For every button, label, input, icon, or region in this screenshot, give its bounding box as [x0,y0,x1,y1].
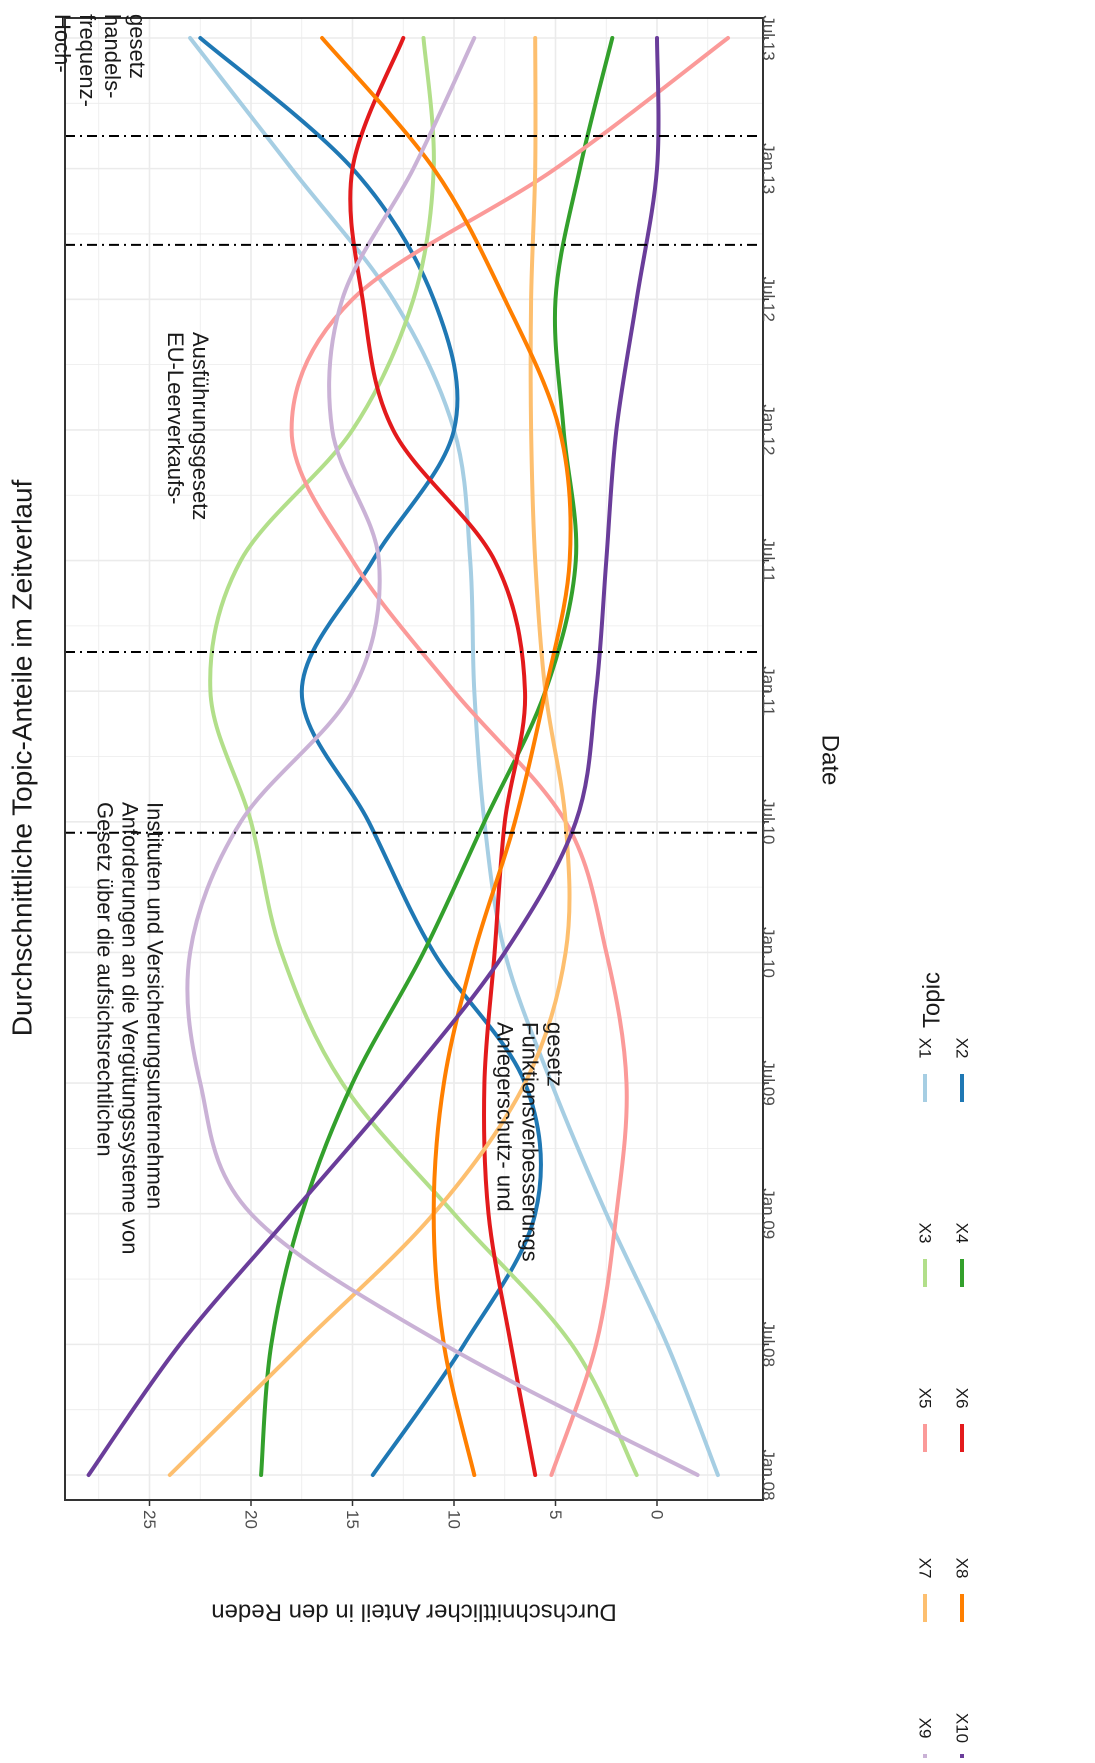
series-line-x5 [289,36,730,1477]
event-label-2-line-3: gesetz [543,1022,568,1087]
legend-label-x7: X7 [916,1558,935,1579]
x-tick-label: Jan.10 [759,927,778,978]
event-label-1-line-2: Anforderungen an die Vergütungssysteme v… [118,802,143,1255]
legend-label-x6: X6 [953,1388,972,1409]
legend-label-x10: X10 [953,1713,972,1743]
x-axis-ticks: Jan.08 Jul.08 Jan.09 Jul.09 Jan.10 Jul.10 Jan.… [759,15,778,1500]
event-label-2-line-1: Anlegerschutz- und [493,1022,518,1212]
series-line-x7 [167,36,572,1477]
grid [65,18,763,1500]
x-axis-title: Date [817,735,844,786]
y-tick-label: 10 [445,1510,464,1529]
series-line-x4 [259,36,615,1477]
legend-label-x2: X2 [953,1038,972,1059]
x-tick-label: Jan.11 [759,666,778,716]
chart-title: Durchschnittliche Topic-Anteile im Zeitv… [7,479,38,1036]
event-label-4-line-1: Hoch- [50,14,75,73]
series-line-x8 [320,36,573,1477]
series-lines [86,36,730,1477]
x-tick-label: Jul.11 [759,538,778,582]
x-tick-label: Jul.12 [759,277,778,322]
event-label-3-line-2: Ausführungsgesetz [188,332,213,520]
event-lines [65,134,763,834]
event-label-4-line-2: frequenz- [75,14,100,107]
y-tick-label: 20 [242,1510,261,1529]
x-tick-label: Jul.13 [759,15,778,60]
series-line-x6 [348,36,538,1477]
y-axis-title: Durchschnittlicher Anteil in den Reden [211,1599,617,1626]
series-line-x9 [185,36,700,1477]
x-tick-label: Jul.10 [759,799,778,844]
legend-label-x9: X9 [916,1718,935,1739]
y-tick-label: 25 [140,1510,159,1529]
y-tick-label: 0 [648,1510,667,1519]
event-label-2-line-2: Funktionsverbesserungs [518,1022,543,1262]
legend-label-x1: X1 [916,1038,935,1059]
x-tick-label: Jan.09 [759,1188,778,1239]
event-label-1-line-1: Gesetz über die aufsichtsrechtlichen [93,802,118,1157]
legend-label-x5: X5 [916,1388,935,1409]
y-axis-ticks: 0 5 10 15 20 25 [140,1500,667,1529]
event-label-3-line-1: EU-Leerverkaufs- [163,332,188,504]
x-tick-label: Jan.13 [759,143,778,194]
legend-label-x4: X4 [953,1223,972,1244]
legend-label-x3: X3 [916,1223,935,1244]
x-tick-label: Jul.08 [759,1322,778,1367]
legend: Topic X1 X2 X3 X4 X5 X6 X7 X8 X9 X10 [916,972,972,1763]
plot-panel-border [64,17,764,1501]
legend-label-x8: X8 [953,1558,972,1579]
x-tick-label: Jan.08 [759,1449,778,1500]
y-tick-label: 15 [343,1510,362,1529]
event-annotations: Gesetz über die aufsichtsrechtlichen Anfo… [50,14,568,1262]
legend-title: Topic [919,972,946,1028]
event-label-4-line-3: handels- [100,14,125,98]
x-tick-label: Jan.12 [759,404,778,455]
y-tick-label: 5 [546,1510,565,1519]
series-line-x10 [86,36,661,1477]
series-line-x2 [198,36,543,1477]
event-label-4-line-4: gesetz [125,14,150,79]
series-line-x3 [208,36,639,1477]
x-tick-label: Jul.09 [759,1060,778,1105]
event-label-1-line-3: Instituten und Versicherungsunternehmen [143,802,168,1209]
